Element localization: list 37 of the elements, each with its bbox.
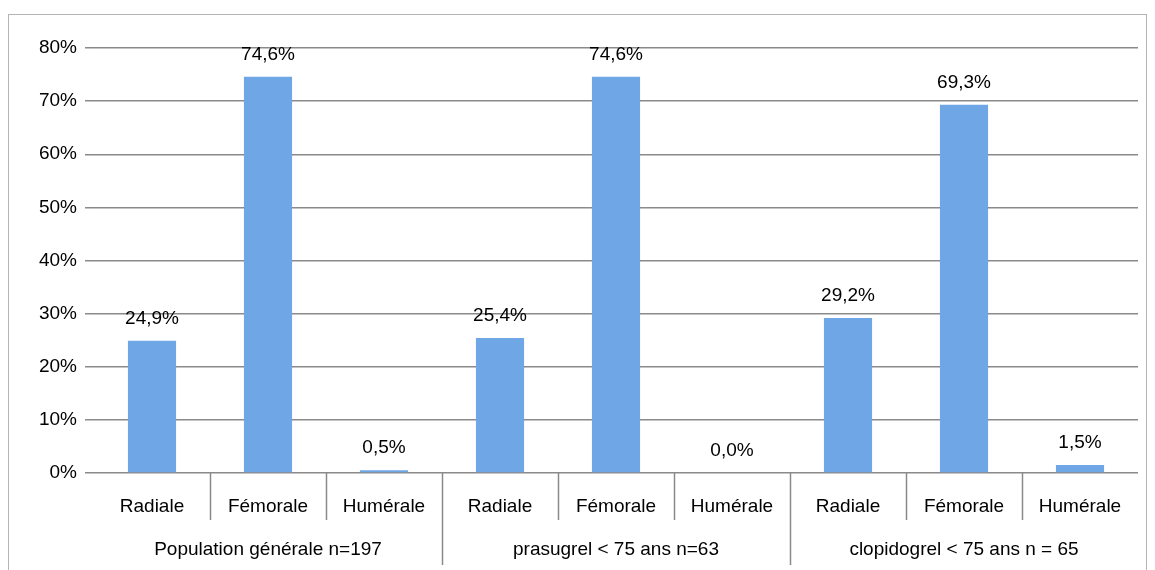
x-tick-label: Humérale [690, 494, 774, 516]
y-tick-label: 20% [38, 354, 78, 376]
data-label: 24,9% [125, 306, 180, 328]
data-label: 69,3% [937, 70, 992, 92]
x-tick-label: Radiale [119, 494, 185, 516]
y-tick-label: 50% [38, 195, 78, 217]
bar [127, 340, 177, 473]
x-tick-label: Radiale [467, 494, 533, 516]
y-tick-label: 80% [38, 36, 78, 58]
data-label: 0,5% [362, 436, 406, 458]
bar [591, 76, 641, 473]
bar [475, 338, 525, 473]
text: clopidogrel < 75 ans n = 65 [849, 538, 1079, 560]
data-label: 74,6% [589, 42, 644, 64]
data-label: 0,0% [710, 439, 754, 460]
y-tick-label: 10% [38, 408, 78, 430]
text: Population générale n=197 [154, 538, 382, 560]
bar [243, 76, 293, 473]
bar [939, 104, 989, 473]
data-label: 25,4% [473, 304, 528, 326]
x-tick-label: Fémorale [575, 494, 657, 516]
y-tick-label: 0% [49, 461, 78, 483]
bar [823, 317, 873, 473]
y-tick-label: 40% [38, 248, 78, 270]
x-tick-label: Humérale [342, 494, 426, 516]
x-tick-label: Humérale [1038, 494, 1122, 516]
x-tick-label: Fémorale [923, 494, 1005, 516]
data-label: 1,5% [1058, 431, 1102, 453]
bar [1055, 465, 1105, 473]
y-tick-label: 70% [38, 89, 78, 111]
data-label: 74,6% [241, 42, 296, 64]
text: prasugrel < 75 ans n=63 [513, 538, 719, 560]
x-tick-label: Radiale [815, 494, 881, 516]
data-label: 29,2% [821, 283, 876, 305]
y-tick-label: 30% [38, 301, 78, 323]
y-tick-label: 60% [38, 142, 78, 164]
x-tick-label: Fémorale [227, 494, 309, 516]
